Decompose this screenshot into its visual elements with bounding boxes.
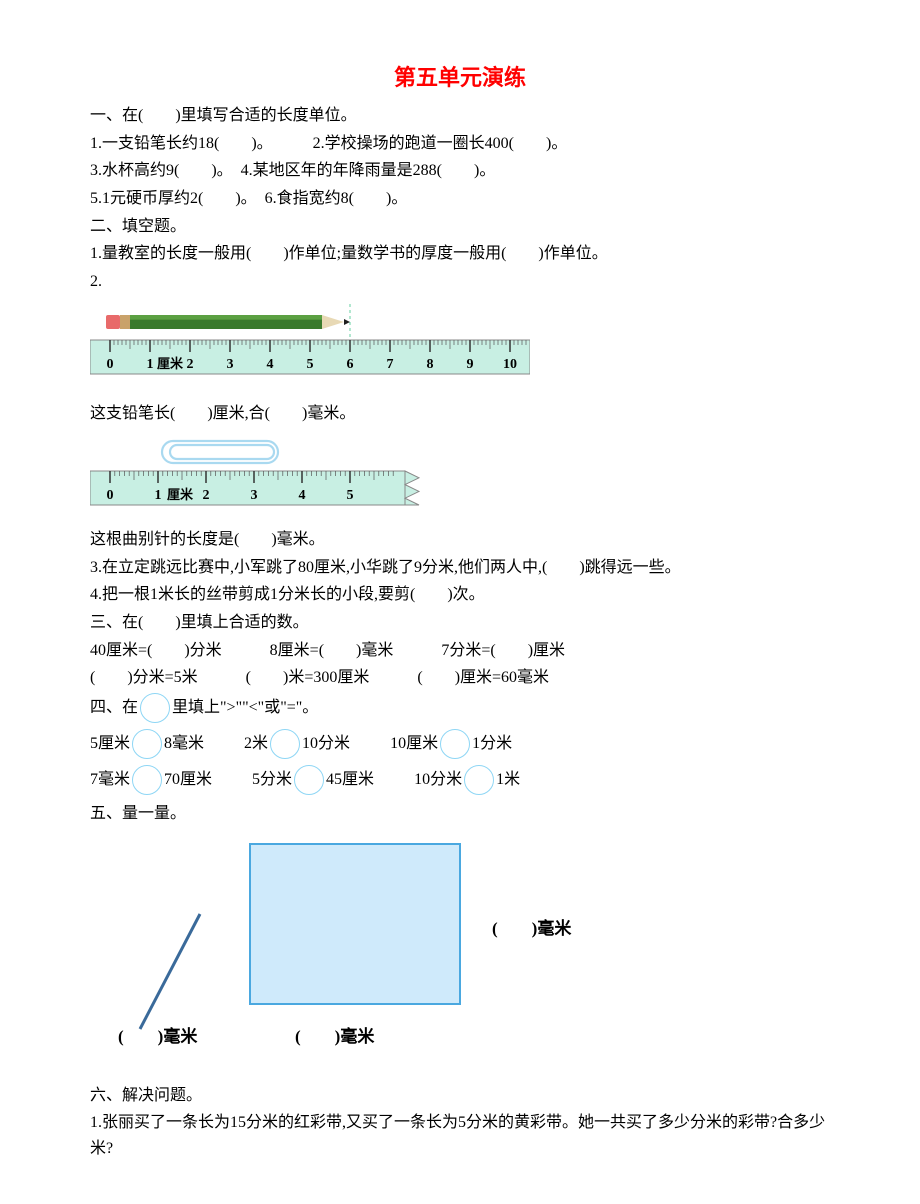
circle-icon (140, 693, 170, 723)
compare-left: 7毫米 (90, 767, 130, 793)
compare-left: 2米 (244, 731, 268, 757)
compare-item: 7毫米 70厘米 (90, 765, 212, 795)
compare-right: 10分米 (302, 731, 350, 757)
worksheet-page: 第五单元演练 一、在( )里填写合适的长度单位。 1.一支铅笔长约18( )。 … (0, 0, 920, 1204)
circle-icon (132, 765, 162, 795)
svg-text:厘米: 厘米 (157, 356, 184, 371)
compare-right: 45厘米 (326, 767, 374, 793)
section2-item3: 3.在立定跳远比赛中,小军跳了80厘米,小华跳了9分米,他们两人中,( )跳得远… (90, 555, 830, 581)
compare-left: 10分米 (414, 767, 462, 793)
svg-text:2: 2 (203, 488, 210, 503)
section6-item1: 1.张丽买了一条长为15分米的红彩带,又买了一条长为5分米的黄彩带。她一共买了多… (90, 1110, 830, 1161)
pencil-caption: 这支铅笔长( )厘米,合( )毫米。 (90, 401, 830, 427)
section2-item1: 1.量教室的长度一般用( )作单位;量数学书的厚度一般用( )作单位。 (90, 241, 830, 267)
svg-text:( )毫米: ( )毫米 (492, 918, 572, 938)
svg-text:厘米: 厘米 (167, 487, 194, 502)
compare-right: 8毫米 (164, 731, 204, 757)
svg-text:0: 0 (107, 488, 114, 503)
compare-item: 10分米 1米 (414, 765, 520, 795)
section2-heading: 二、填空题。 (90, 214, 830, 240)
clip-caption: 这根曲别针的长度是( )毫米。 (90, 527, 830, 553)
section6-heading: 六、解决问题。 (90, 1083, 830, 1109)
svg-text:0: 0 (107, 357, 114, 372)
compare-left: 5厘米 (90, 731, 130, 757)
section4-heading-post: 里填上">""<"或"="。 (172, 695, 318, 721)
section3-line1: 40厘米=( )分米 8厘米=( )毫米 7分米=( )厘米 (90, 638, 830, 664)
section4-heading-pre: 四、在 (90, 695, 138, 721)
svg-text:1: 1 (155, 488, 162, 503)
svg-text:2: 2 (187, 357, 194, 372)
section2-item4: 4.把一根1米长的丝带剪成1分米长的小段,要剪( )次。 (90, 582, 830, 608)
compare-item: 5厘米 8毫米 (90, 729, 204, 759)
section3-line2: ( )分米=5米 ( )米=300厘米 ( )厘米=60毫米 (90, 665, 830, 691)
section2-item2-prefix: 2. (90, 269, 830, 295)
svg-text:3: 3 (251, 488, 258, 503)
svg-text:7: 7 (387, 357, 394, 372)
svg-text:6: 6 (347, 357, 354, 372)
circle-icon (132, 729, 162, 759)
section1-item: 3.水杯高约9( )。 4.某地区年的年降雨量是288( )。 (90, 158, 830, 184)
svg-text:4: 4 (299, 488, 306, 503)
svg-text:3: 3 (227, 357, 234, 372)
compare-right: 70厘米 (164, 767, 212, 793)
section1-heading: 一、在( )里填写合适的长度单位。 (90, 103, 830, 129)
circle-icon (294, 765, 324, 795)
clip-ruler-diagram: 0 1 厘米 2 3 4 5 (90, 431, 830, 522)
svg-text:( )毫米: ( )毫米 (295, 1026, 375, 1046)
page-title: 第五单元演练 (90, 60, 830, 95)
svg-text:1: 1 (147, 357, 154, 372)
svg-text:8: 8 (427, 357, 434, 372)
circle-icon (464, 765, 494, 795)
section4-row1: 5厘米 8毫米 2米 10分米 10厘米 1分米 (90, 729, 830, 759)
section3-heading: 三、在( )里填上合适的数。 (90, 610, 830, 636)
svg-text:9: 9 (467, 357, 474, 372)
circle-icon (270, 729, 300, 759)
svg-text:( )毫米: ( )毫米 (118, 1026, 198, 1046)
section1-item: 1.一支铅笔长约18( )。 2.学校操场的跑道一圈长400( )。 (90, 131, 830, 157)
compare-item: 10厘米 1分米 (390, 729, 512, 759)
compare-item: 5分米 45厘米 (252, 765, 374, 795)
svg-text:5: 5 (307, 357, 314, 372)
circle-icon (440, 729, 470, 759)
svg-text:4: 4 (267, 357, 274, 372)
compare-right: 1分米 (472, 731, 512, 757)
measure-diagram: ( )毫米 ( )毫米 ( )毫米 (100, 834, 830, 1063)
svg-text:5: 5 (347, 488, 354, 503)
compare-right: 1米 (496, 767, 520, 793)
svg-text:10: 10 (503, 357, 517, 372)
pencil-ruler-diagram: 0 1厘米2 3 4 5 6 7 8 9 10 (90, 298, 830, 395)
section5-heading: 五、量一量。 (90, 801, 830, 827)
compare-left: 10厘米 (390, 731, 438, 757)
compare-item: 2米 10分米 (244, 729, 350, 759)
section4-heading: 四、在 里填上">""<"或"="。 (90, 693, 830, 723)
compare-left: 5分米 (252, 767, 292, 793)
section4-row2: 7毫米 70厘米 5分米 45厘米 10分米 1米 (90, 765, 830, 795)
section1-item: 5.1元硬币厚约2( )。 6.食指宽约8( )。 (90, 186, 830, 212)
